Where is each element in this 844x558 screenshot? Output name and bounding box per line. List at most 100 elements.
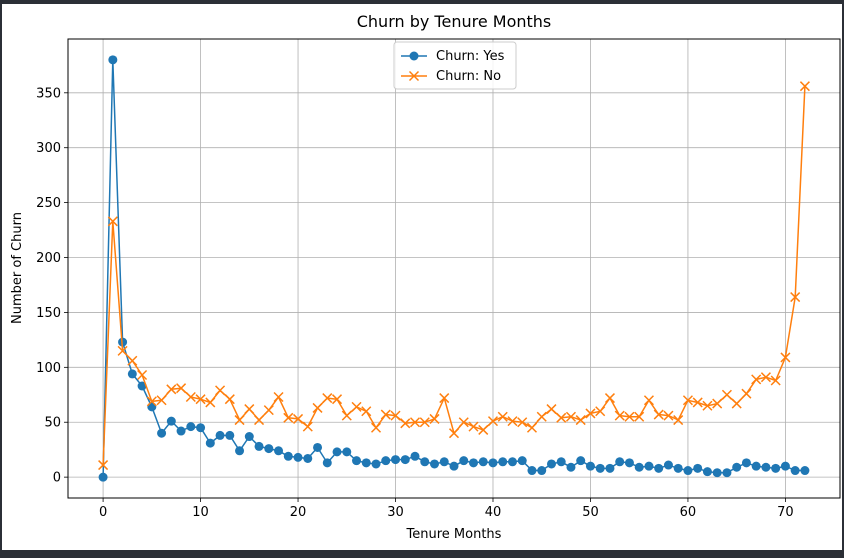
series-layer (98, 55, 810, 482)
data-point-churn-no (283, 412, 294, 423)
data-point-churn-yes (605, 463, 615, 473)
data-point-churn-yes (663, 460, 673, 470)
legend-label-no: Churn: No (436, 69, 501, 84)
data-point-churn-yes (624, 458, 634, 468)
x-tick-label: 0 (99, 505, 107, 520)
data-point-churn-yes (391, 455, 401, 465)
series-churn-yes (98, 55, 810, 482)
x-tick-label: 70 (777, 505, 794, 520)
data-point-churn-no (741, 388, 752, 399)
data-point-churn-yes (264, 444, 274, 454)
data-point-churn-no (137, 369, 148, 381)
data-point-churn-yes (507, 457, 517, 467)
data-point-churn-no (770, 375, 781, 386)
legend-marker-yes (409, 51, 419, 61)
data-point-churn-no (370, 422, 382, 433)
data-point-churn-no (760, 372, 771, 383)
data-point-churn-yes (576, 456, 586, 466)
x-tick-label: 50 (582, 505, 599, 520)
y-tick-label: 200 (36, 251, 61, 266)
data-point-churn-no (565, 411, 577, 422)
data-point-churn-no (107, 216, 118, 227)
data-point-churn-yes (546, 459, 556, 469)
data-point-churn-no (293, 413, 304, 424)
data-point-churn-yes (420, 457, 430, 467)
x-tick-label: 40 (485, 505, 502, 520)
data-point-churn-yes (790, 466, 800, 476)
data-point-churn-no (390, 410, 401, 421)
data-point-churn-no (478, 424, 489, 435)
data-point-churn-yes (166, 416, 176, 426)
data-point-churn-yes (215, 430, 225, 440)
data-point-churn-yes (332, 447, 342, 457)
data-point-churn-yes (371, 459, 381, 469)
data-point-churn-no (117, 345, 128, 356)
data-point-churn-yes (722, 468, 732, 478)
data-point-churn-no (254, 415, 265, 426)
data-point-churn-no (351, 401, 362, 412)
data-point-churn-yes (254, 441, 264, 451)
data-point-churn-yes (137, 381, 147, 391)
data-point-churn-no (195, 394, 206, 405)
data-point-churn-no (361, 406, 372, 417)
data-point-churn-yes (702, 467, 712, 477)
data-point-churn-yes (449, 461, 459, 471)
data-point-churn-yes (761, 462, 771, 472)
data-point-churn-yes (361, 458, 371, 468)
data-point-churn-yes (176, 426, 186, 436)
data-point-churn-yes (478, 457, 488, 467)
data-point-churn-yes (644, 461, 654, 471)
data-point-churn-no (556, 412, 567, 423)
data-point-churn-no (244, 404, 255, 415)
x-axis-title: Tenure Months (406, 527, 502, 542)
y-tick-label: 250 (36, 196, 61, 211)
data-point-churn-no (614, 410, 625, 421)
data-point-churn-yes (566, 462, 576, 472)
grid (68, 39, 840, 498)
data-point-churn-yes (439, 457, 449, 467)
data-point-churn-yes (527, 466, 537, 476)
data-point-churn-yes (205, 438, 215, 448)
data-point-churn-yes (585, 461, 595, 471)
data-point-churn-yes (634, 462, 644, 472)
data-point-churn-yes (381, 456, 391, 466)
data-point-churn-no (331, 394, 343, 405)
data-point-churn-no (653, 409, 664, 420)
x-tick-label: 10 (192, 505, 209, 520)
x-axis-ticks: 0 10 20 30 40 50 60 70 (99, 498, 794, 520)
data-point-churn-no (458, 417, 469, 428)
data-point-churn-yes (127, 369, 137, 379)
data-point-churn-no (721, 389, 732, 400)
data-point-churn-no (673, 415, 684, 426)
data-point-churn-no (663, 410, 674, 421)
data-point-churn-no (224, 394, 235, 405)
y-tick-label: 350 (36, 86, 61, 101)
data-point-churn-yes (488, 458, 498, 468)
data-point-churn-yes (313, 442, 323, 452)
data-point-churn-yes (556, 457, 566, 467)
data-point-churn-yes (498, 457, 508, 467)
data-point-churn-no (702, 400, 713, 411)
data-point-churn-yes (342, 447, 352, 457)
data-point-churn-yes (468, 458, 478, 468)
data-point-churn-no (429, 413, 440, 424)
data-point-churn-no (536, 411, 547, 422)
data-point-churn-no (526, 422, 538, 433)
data-point-churn-no (507, 416, 518, 427)
data-point-churn-no (751, 374, 762, 385)
data-point-churn-no (780, 352, 791, 363)
data-point-churn-no (790, 292, 801, 303)
data-point-churn-yes (108, 55, 118, 65)
data-point-churn-no (98, 460, 109, 471)
data-point-churn-no (234, 415, 245, 426)
data-point-churn-yes (352, 456, 362, 466)
series-churn-no (98, 81, 810, 471)
data-point-churn-no (380, 409, 391, 420)
y-tick-label: 100 (36, 361, 61, 376)
data-point-churn-no (546, 404, 557, 415)
data-point-churn-yes (654, 463, 664, 473)
data-point-churn-no (799, 81, 810, 92)
data-point-churn-yes (800, 466, 810, 476)
data-point-churn-no (439, 393, 450, 404)
y-axis-title: Number of Churn (10, 212, 25, 324)
